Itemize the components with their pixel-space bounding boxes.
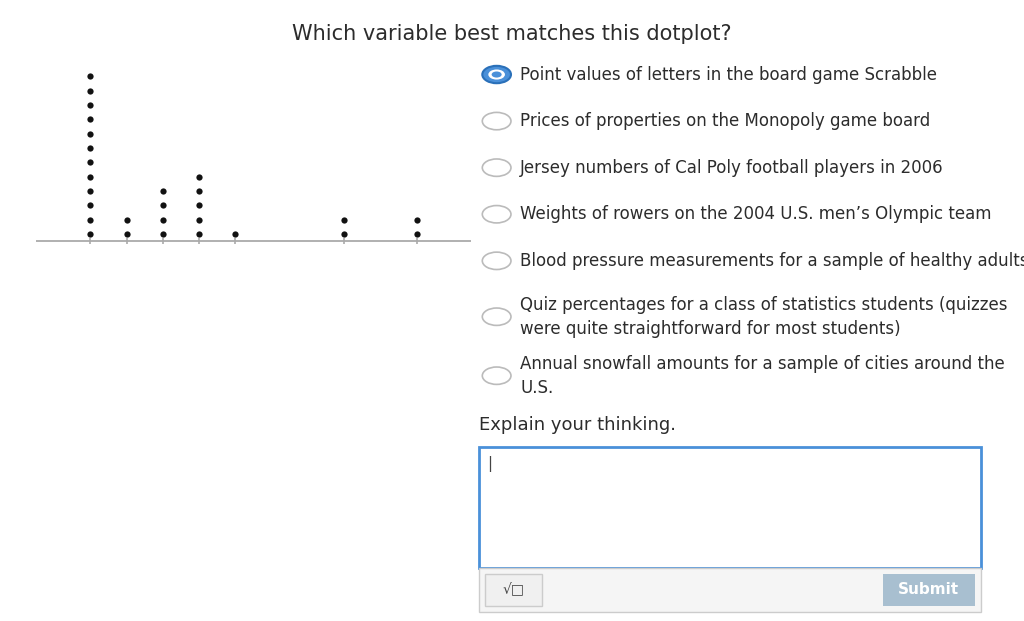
Text: Annual snowfall amounts for a sample of cities around the
U.S.: Annual snowfall amounts for a sample of … [520, 355, 1005, 396]
Text: Quiz percentages for a class of statistics students (quizzes
were quite straight: Quiz percentages for a class of statisti… [520, 296, 1008, 337]
Text: Point values of letters in the board game Scrabble: Point values of letters in the board gam… [520, 66, 937, 83]
Text: Prices of properties on the Monopoly game board: Prices of properties on the Monopoly gam… [520, 112, 931, 130]
Text: |: | [487, 456, 493, 473]
Text: Blood pressure measurements for a sample of healthy adults: Blood pressure measurements for a sample… [520, 252, 1024, 270]
Text: Explain your thinking.: Explain your thinking. [479, 417, 676, 434]
Text: Submit: Submit [898, 582, 959, 597]
Text: √□: √□ [503, 583, 524, 597]
Text: Weights of rowers on the 2004 U.S. men’s Olympic team: Weights of rowers on the 2004 U.S. men’s… [520, 206, 991, 223]
Text: Jersey numbers of Cal Poly football players in 2006: Jersey numbers of Cal Poly football play… [520, 159, 944, 176]
Text: Which variable best matches this dotplot?: Which variable best matches this dotplot… [292, 24, 732, 43]
